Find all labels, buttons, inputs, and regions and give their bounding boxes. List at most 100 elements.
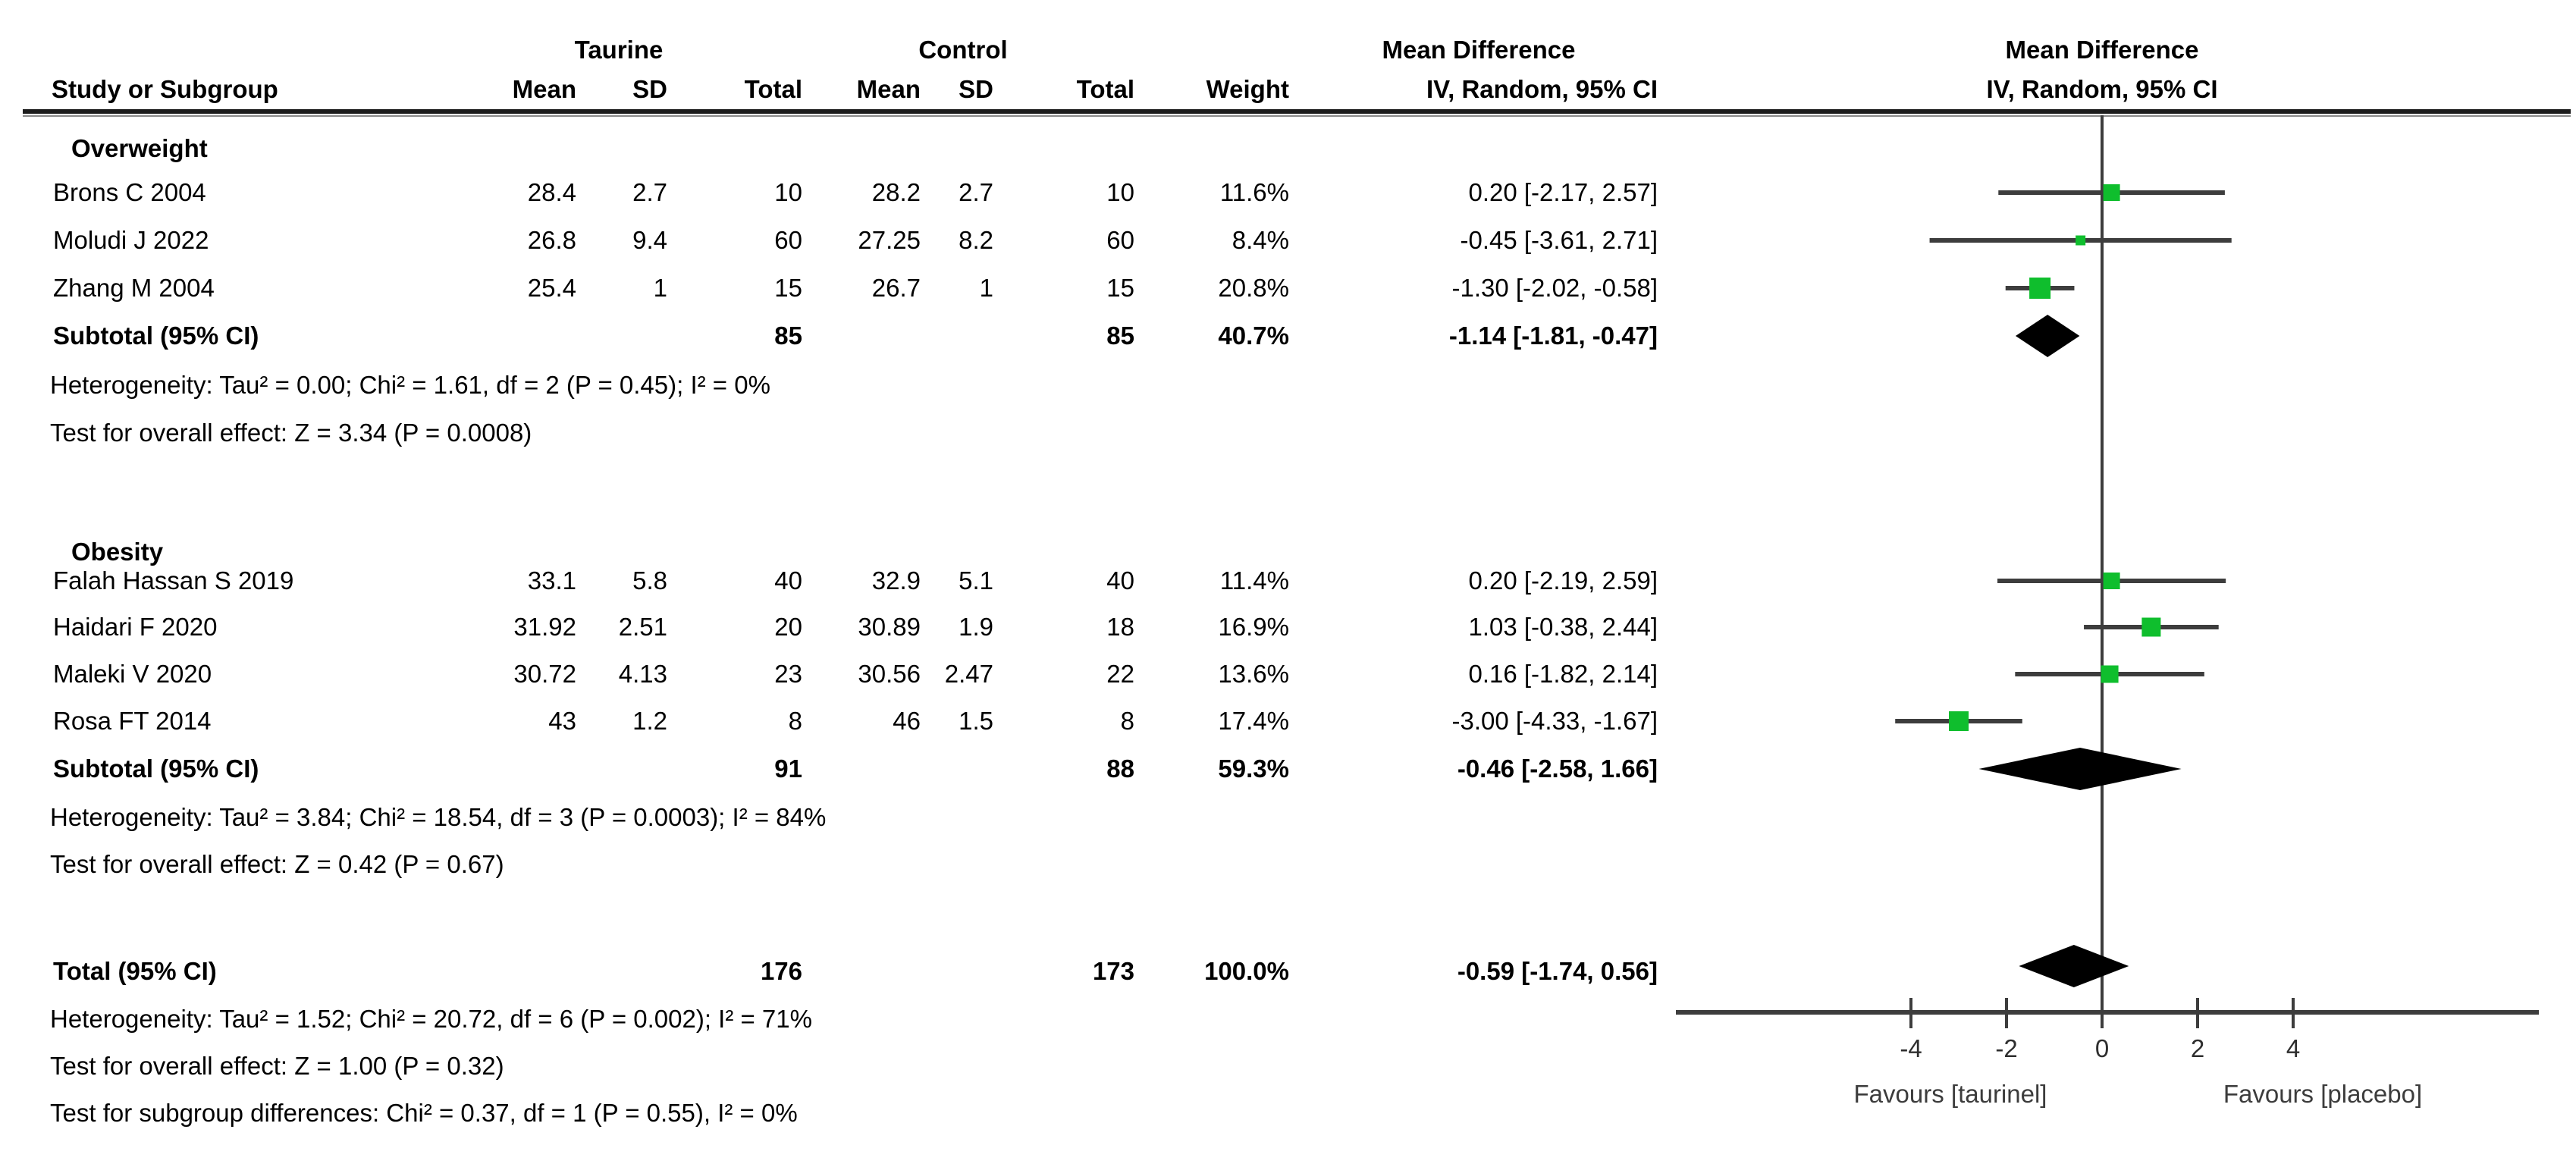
taurine-sd: 1 xyxy=(653,274,667,302)
taurine-mean: 28.4 xyxy=(527,178,576,206)
control-total: 8 xyxy=(1120,707,1134,735)
overall-effect-row: Test for overall effect: Z = 3.34 (P = 0… xyxy=(0,416,2576,450)
subtotal-weight: 59.3% xyxy=(1218,755,1289,783)
header-rule xyxy=(23,109,2571,114)
taurine-sd: 2.7 xyxy=(632,178,667,206)
total-label: Total (95% CI) xyxy=(53,957,217,985)
subtotal-taurine-total: 85 xyxy=(774,322,802,350)
taurine-group-header: Taurine xyxy=(574,36,664,64)
study-row: Moludi J 2022 26.8 9.4 60 27.25 8.2 60 8… xyxy=(0,223,2576,258)
subtotal-row: Subtotal (95% CI) 91 88 59.3% -0.46 [-2.… xyxy=(0,751,2576,786)
study-name: Haidari F 2020 xyxy=(53,613,218,641)
overall-effect-row: Test for overall effect: Z = 0.42 (P = 0… xyxy=(0,847,2576,882)
overall-effect-text: Test for overall effect: Z = 3.34 (P = 0… xyxy=(50,419,532,447)
study-row: Zhang M 2004 25.4 1 15 26.7 1 15 20.8% -… xyxy=(0,271,2576,306)
axis-tick-label: -4 xyxy=(1900,1034,1922,1062)
control-mean: 30.89 xyxy=(858,613,921,641)
taurine-mean: 25.4 xyxy=(527,274,576,302)
taurine-total: 23 xyxy=(774,660,802,688)
control-total: 10 xyxy=(1106,178,1134,206)
control-total-header: Total xyxy=(1076,75,1134,103)
control-total: 60 xyxy=(1106,226,1134,254)
heterogeneity-row: Heterogeneity: Tau² = 1.52; Chi² = 20.72… xyxy=(0,1002,2576,1037)
subtotal-ci: -0.46 [-2.58, 1.66] xyxy=(1457,755,1658,783)
total-weight: 100.0% xyxy=(1204,957,1289,985)
heterogeneity-text: Heterogeneity: Tau² = 1.52; Chi² = 20.72… xyxy=(50,1005,812,1033)
favours-left-label: Favours [taurinel] xyxy=(1853,1080,2047,1108)
taurine-total: 8 xyxy=(788,707,802,735)
study-weight: 20.8% xyxy=(1218,274,1289,302)
study-ci: -0.45 [-3.61, 2.71] xyxy=(1460,226,1658,254)
axis-tick-label: 0 xyxy=(2094,1034,2110,1062)
study-name: Rosa FT 2014 xyxy=(53,707,212,735)
taurine-total: 60 xyxy=(774,226,802,254)
study-row: Falah Hassan S 2019 33.1 5.8 40 32.9 5.1… xyxy=(0,563,2576,598)
taurine-sd: 9.4 xyxy=(632,226,667,254)
subgroup-differences-text: Test for subgroup differences: Chi² = 0.… xyxy=(50,1099,798,1127)
taurine-sd: 5.8 xyxy=(632,566,667,595)
study-column-header: Study or Subgroup xyxy=(52,75,278,103)
overall-effect-text: Test for overall effect: Z = 0.42 (P = 0… xyxy=(50,850,504,878)
total-taurine-total: 176 xyxy=(760,957,802,985)
subgroup-label: Overweight xyxy=(71,134,208,162)
study-ci: -3.00 [-4.33, -1.67] xyxy=(1451,707,1658,735)
subtotal-ci: -1.14 [-1.81, -0.47] xyxy=(1448,322,1658,350)
control-sd: 2.47 xyxy=(944,660,993,688)
control-sd: 1.5 xyxy=(959,707,993,735)
subgroup-differences-row: Test for subgroup differences: Chi² = 0.… xyxy=(0,1096,2576,1131)
taurine-total: 15 xyxy=(774,274,802,302)
study-name: Falah Hassan S 2019 xyxy=(53,566,294,595)
taurine-sd: 2.51 xyxy=(618,613,667,641)
study-weight: 16.9% xyxy=(1218,613,1289,641)
subgroup-header-row: Obesity xyxy=(0,535,2576,569)
control-mean: 26.7 xyxy=(871,274,921,302)
taurine-mean: 43 xyxy=(548,707,576,735)
taurine-mean: 31.92 xyxy=(513,613,576,641)
study-row: Maleki V 2020 30.72 4.13 23 30.56 2.47 2… xyxy=(0,657,2576,692)
control-mean: 28.2 xyxy=(871,178,921,206)
axis-tick-label: 2 xyxy=(2190,1034,2205,1062)
control-sd: 1.9 xyxy=(959,613,993,641)
control-sd: 1 xyxy=(979,274,993,302)
subtotal-label: Subtotal (95% CI) xyxy=(53,322,259,350)
study-weight: 11.6% xyxy=(1219,178,1289,206)
control-total: 18 xyxy=(1106,613,1134,641)
taurine-mean: 26.8 xyxy=(527,226,576,254)
subgroup-label: Obesity xyxy=(71,538,164,566)
study-ci: 0.16 [-1.82, 2.14] xyxy=(1468,660,1658,688)
control-mean: 30.56 xyxy=(858,660,921,688)
control-sd: 8.2 xyxy=(959,226,993,254)
control-mean: 32.9 xyxy=(871,566,921,595)
header-group-row: Taurine Control Mean Difference Mean Dif… xyxy=(0,33,2576,67)
plot-column-subheader: IV, Random, 95% CI xyxy=(1986,75,2218,103)
control-mean: 27.25 xyxy=(858,226,921,254)
study-row: Brons C 2004 28.4 2.7 10 28.2 2.7 10 11.… xyxy=(0,175,2576,210)
taurine-mean: 33.1 xyxy=(527,566,576,595)
taurine-total-header: Total xyxy=(744,75,802,103)
study-ci: 0.20 [-2.17, 2.57] xyxy=(1468,178,1658,206)
subtotal-control-total: 88 xyxy=(1106,755,1134,783)
taurine-mean: 30.72 xyxy=(513,660,576,688)
control-total: 40 xyxy=(1106,566,1134,595)
subtotal-weight: 40.7% xyxy=(1218,322,1289,350)
subtotal-row: Subtotal (95% CI) 85 85 40.7% -1.14 [-1.… xyxy=(0,318,2576,353)
overall-effect-row: Test for overall effect: Z = 1.00 (P = 0… xyxy=(0,1049,2576,1084)
overall-effect-text: Test for overall effect: Z = 1.00 (P = 0… xyxy=(50,1052,504,1080)
taurine-total: 10 xyxy=(774,178,802,206)
control-sd: 5.1 xyxy=(959,566,993,595)
effect-column-title: Mean Difference xyxy=(1382,36,1576,64)
subgroup-header-row: Overweight xyxy=(0,131,2576,166)
total-control-total: 173 xyxy=(1092,957,1134,985)
study-ci: 1.03 [-0.38, 2.44] xyxy=(1468,613,1658,641)
control-mean: 46 xyxy=(893,707,921,735)
study-weight: 11.4% xyxy=(1219,566,1289,595)
header-columns-row: Study or Subgroup Mean SD Total Mean SD … xyxy=(0,72,2576,107)
taurine-total: 20 xyxy=(774,613,802,641)
study-ci: 0.20 [-2.19, 2.59] xyxy=(1468,566,1658,595)
heterogeneity-row: Heterogeneity: Tau² = 3.84; Chi² = 18.54… xyxy=(0,800,2576,835)
heterogeneity-text: Heterogeneity: Tau² = 3.84; Chi² = 18.54… xyxy=(50,803,827,831)
study-name: Moludi J 2022 xyxy=(53,226,209,254)
subtotal-taurine-total: 91 xyxy=(774,755,802,783)
total-ci: -0.59 [-1.74, 0.56] xyxy=(1457,957,1658,985)
